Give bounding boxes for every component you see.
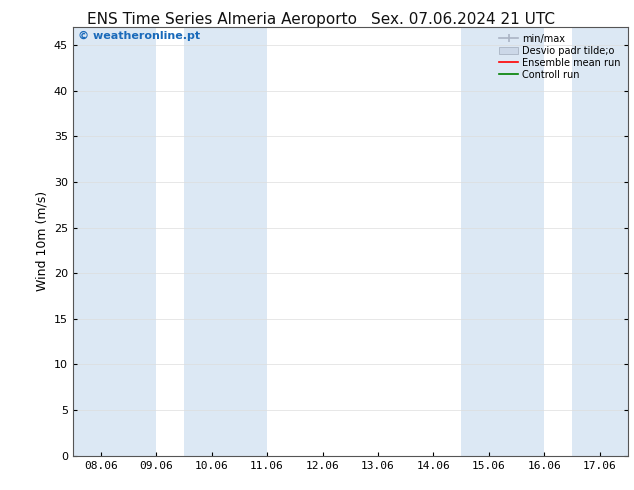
Bar [573, 27, 628, 456]
Bar [73, 27, 156, 456]
Text: © weatheronline.pt: © weatheronline.pt [79, 31, 200, 41]
Y-axis label: Wind 10m (m/s): Wind 10m (m/s) [36, 191, 48, 292]
Text: Sex. 07.06.2024 21 UTC: Sex. 07.06.2024 21 UTC [371, 12, 555, 27]
Legend: min/max, Desvio padr tilde;o, Ensemble mean run, Controll run: min/max, Desvio padr tilde;o, Ensemble m… [497, 32, 623, 81]
Bar [462, 27, 545, 456]
Bar [184, 27, 267, 456]
Text: ENS Time Series Almeria Aeroporto: ENS Time Series Almeria Aeroporto [87, 12, 357, 27]
